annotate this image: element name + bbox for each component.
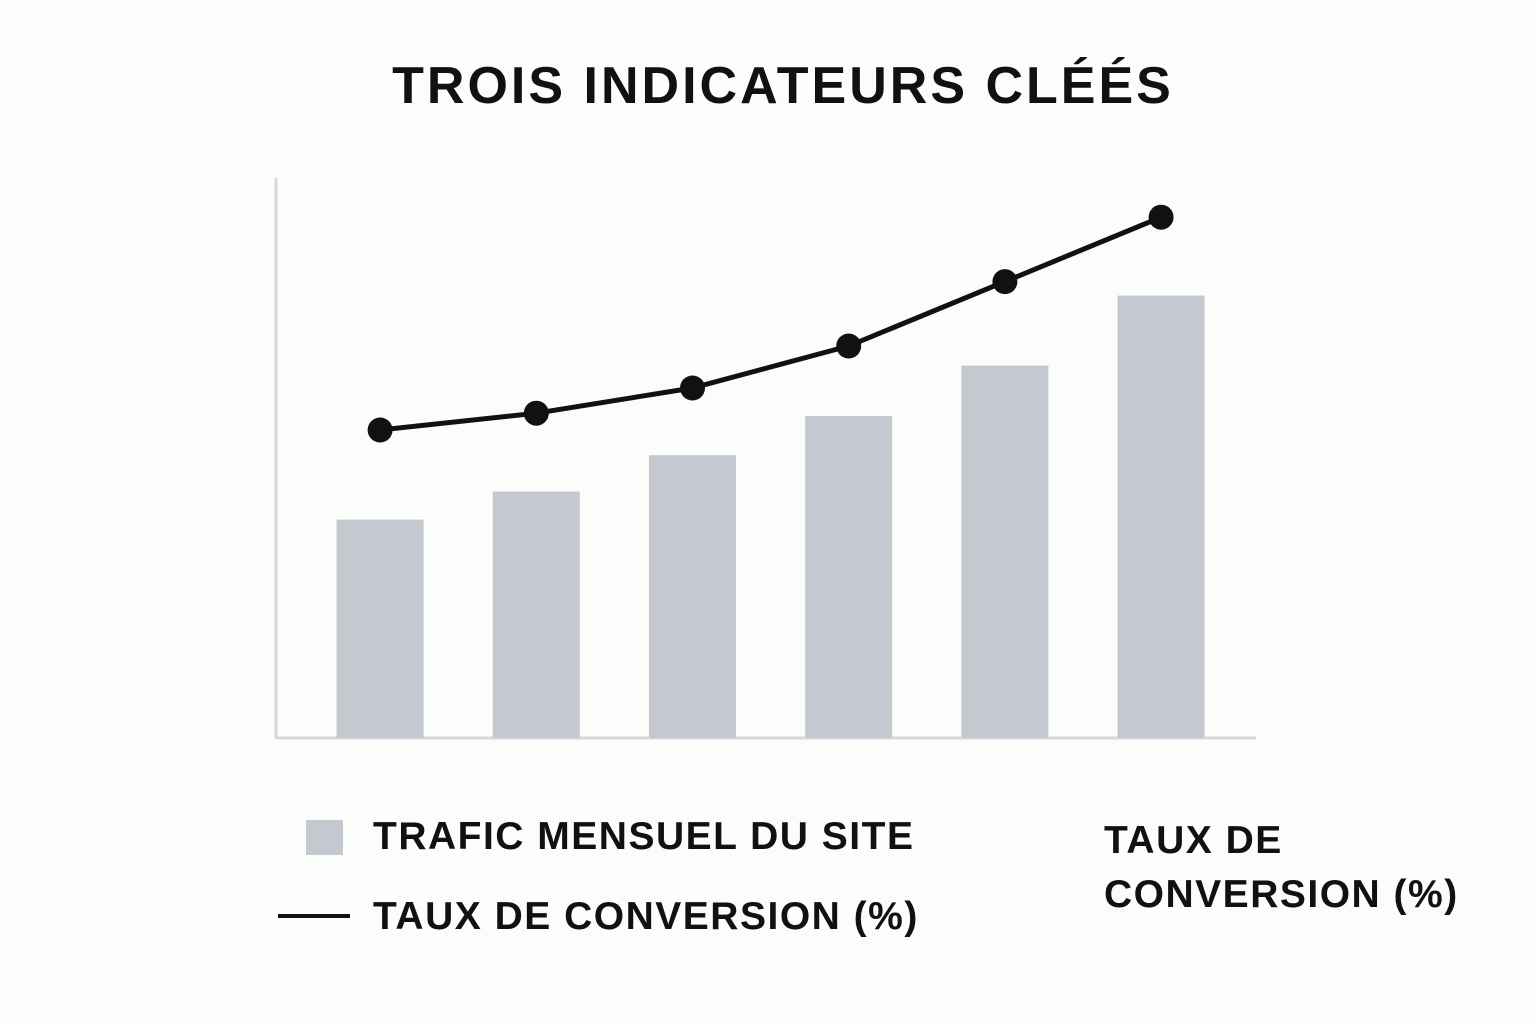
line-series (367, 204, 1174, 443)
bar-5 (961, 365, 1049, 738)
conversion-point-5 (992, 269, 1018, 295)
conversion-point-6 (1148, 204, 1174, 230)
bar-4 (805, 416, 893, 738)
bar-3 (649, 455, 736, 738)
conversion-point-1 (367, 417, 393, 443)
conversion-point-2 (523, 400, 549, 426)
conversion-point-3 (680, 375, 705, 401)
conversion-annotation: TAUX DE CONVERSION (%) (1104, 814, 1504, 922)
chart-title: TROIS INDICATEURS CLÉÉS (392, 57, 1174, 115)
conversion-annotation-line-1: TAUX DE (1104, 819, 1283, 862)
bar-1 (336, 519, 424, 738)
axes (274, 178, 1256, 740)
bar-2 (492, 491, 580, 738)
conversion-annotation-line-2: CONVERSION (%) (1104, 873, 1459, 916)
conversion-point-4 (836, 333, 862, 359)
legend-label-traffic: TRAFIC MENSUEL DU SITE (373, 815, 915, 858)
legend-label-conversion: TAUX DE CONVERSION (%) (373, 895, 919, 938)
legend-line-swatch (278, 914, 350, 918)
legend-bar-swatch (306, 820, 343, 855)
bar-6 (1117, 295, 1205, 738)
conversion-line (377, 214, 1164, 433)
bar-series (336, 295, 1205, 738)
